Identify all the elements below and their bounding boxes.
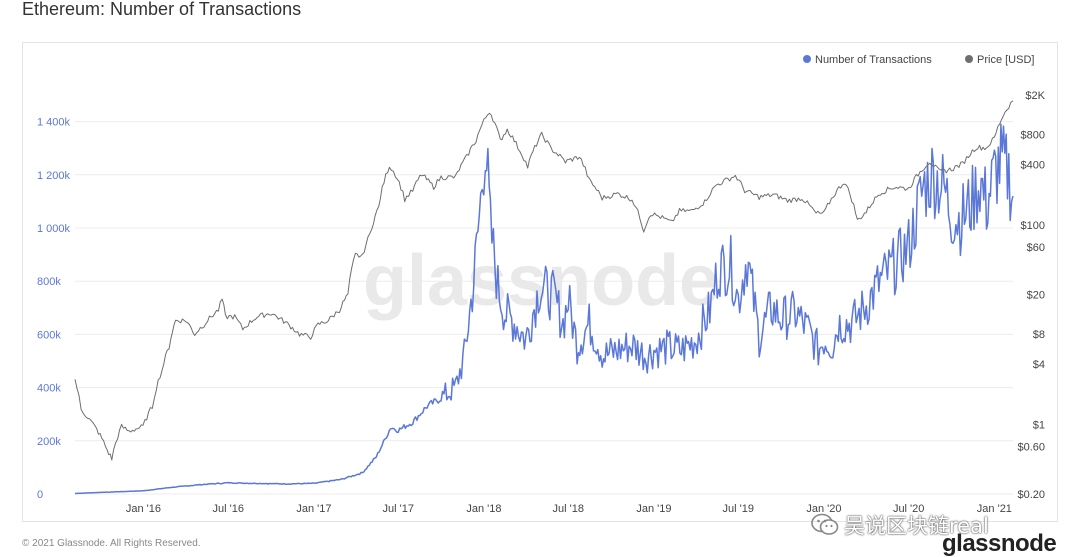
right-axis-tick-label: $60 — [1027, 242, 1045, 254]
legend-item[interactable]: Price [USD] — [965, 54, 1034, 66]
chart-panel: glassnode 0 200k 400k 600k 800k 1 000k 1 200k 1… — [22, 42, 1058, 522]
series-layer — [74, 100, 1014, 495]
right-axis-tick-label: $8 — [1033, 329, 1045, 341]
right-axis-tick-label: $20 — [1027, 290, 1045, 302]
x-axis-tick-label: Jul '19 — [722, 503, 753, 515]
left-axis: 0 200k 400k 600k 800k 1 000k 1 200k 1 400k — [37, 117, 71, 501]
legend-label: Number of Transactions — [815, 54, 932, 66]
legend-marker-dot — [965, 55, 973, 63]
copyright-text: © 2021 Glassnode. All Rights Reserved. — [22, 538, 201, 549]
watermark-text: glassnode — [363, 241, 719, 321]
right-axis: $0.20 $0.60 $1 $4 $8 $20 $60 $100 $400 $800 $2K — [1017, 90, 1045, 501]
x-axis: Jan '16 Jul '16 Jan '17 Jul '17 Jan '18 Jul '… — [126, 503, 1012, 515]
left-axis-tick-label: 800k — [37, 276, 61, 288]
left-axis-tick-label: 400k — [37, 383, 61, 395]
wechat-overlay: 吴说区块链real — [810, 510, 989, 540]
wechat-icon — [811, 513, 839, 535]
x-axis-tick-label: Jul '17 — [382, 503, 413, 515]
legend-item[interactable]: Number of Transactions — [803, 54, 932, 66]
left-axis-tick-label: 1 400k — [37, 117, 71, 129]
x-axis-tick-label: Jan '18 — [466, 503, 501, 515]
right-axis-tick-label: $100 — [1021, 220, 1045, 232]
right-axis-tick-label: $4 — [1033, 359, 1045, 371]
x-axis-tick-label: Jan '19 — [636, 503, 671, 515]
x-axis-tick-label: Jul '18 — [552, 503, 583, 515]
right-axis-tick-label: $0.20 — [1017, 489, 1045, 501]
x-axis-tick-label: Jul '20 — [893, 503, 924, 515]
x-axis-tick-label: Jan '21 — [977, 503, 1012, 515]
legend-label: Price [USD] — [977, 54, 1034, 66]
left-axis-tick-label: 600k — [37, 329, 61, 341]
left-axis-tick-label: 200k — [37, 436, 61, 448]
page-title: Ethereum: Number of Transactions — [22, 0, 302, 19]
right-axis-tick-label: $2K — [1025, 90, 1045, 102]
wechat-overlay-text: 吴说区块链real — [844, 514, 989, 538]
right-axis-tick-label: $0.60 — [1017, 441, 1045, 453]
x-axis-tick-label: Jan '17 — [296, 503, 331, 515]
x-axis-tick-label: Jul '16 — [213, 503, 244, 515]
transactions-chart[interactable]: glassnode 0 200k 400k 600k 800k 1 000k 1 200k 1… — [23, 43, 1057, 521]
transactions-series-line — [74, 123, 1014, 495]
right-axis-tick-label: $800 — [1021, 130, 1045, 142]
left-axis-tick-label: 1 200k — [37, 170, 71, 182]
legend-marker-dot — [803, 55, 811, 63]
x-axis-tick-label: Jan '16 — [126, 503, 161, 515]
chart-legend[interactable]: Number of Transactions Price [USD] — [803, 54, 1034, 66]
left-axis-tick-label: 1 000k — [37, 223, 71, 235]
right-axis-tick-label: $400 — [1021, 160, 1045, 172]
x-axis-tick-label: Jan '20 — [806, 503, 841, 515]
price-series-line — [74, 100, 1014, 461]
right-axis-tick-label: $1 — [1033, 419, 1045, 431]
left-axis-tick-label: 0 — [37, 489, 43, 501]
